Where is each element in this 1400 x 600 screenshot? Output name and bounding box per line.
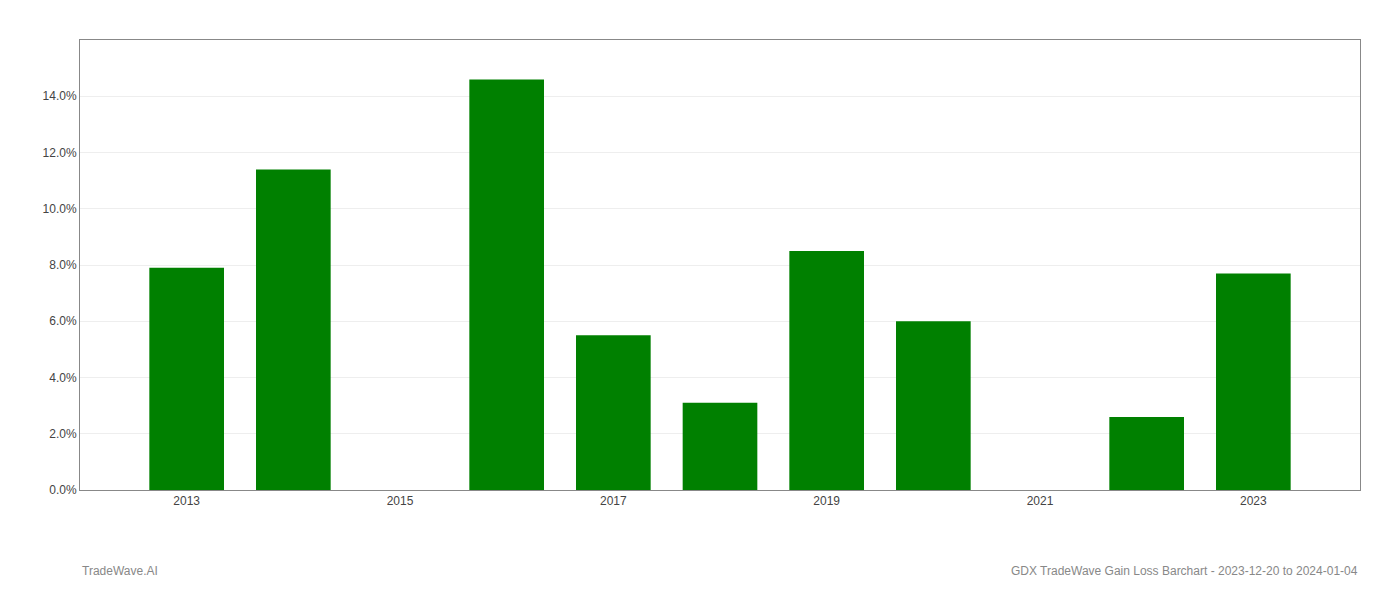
svg-text:2.0%: 2.0% (49, 427, 77, 441)
svg-text:0.0%: 0.0% (49, 483, 77, 497)
svg-text:2019: 2019 (813, 494, 840, 508)
svg-text:GDX TradeWave Gain Loss Barcha: GDX TradeWave Gain Loss Barchart - 2023-… (1011, 564, 1358, 578)
svg-text:6.0%: 6.0% (49, 314, 77, 328)
svg-text:2017: 2017 (600, 494, 627, 508)
svg-text:TradeWave.AI: TradeWave.AI (82, 564, 158, 578)
svg-text:2021: 2021 (1027, 494, 1054, 508)
svg-text:10.0%: 10.0% (43, 202, 77, 216)
svg-text:2013: 2013 (173, 494, 200, 508)
svg-text:8.0%: 8.0% (49, 258, 77, 272)
svg-text:12.0%: 12.0% (43, 146, 77, 160)
svg-text:2023: 2023 (1240, 494, 1267, 508)
svg-text:2015: 2015 (387, 494, 414, 508)
svg-text:4.0%: 4.0% (49, 371, 77, 385)
svg-text:14.0%: 14.0% (43, 89, 77, 103)
